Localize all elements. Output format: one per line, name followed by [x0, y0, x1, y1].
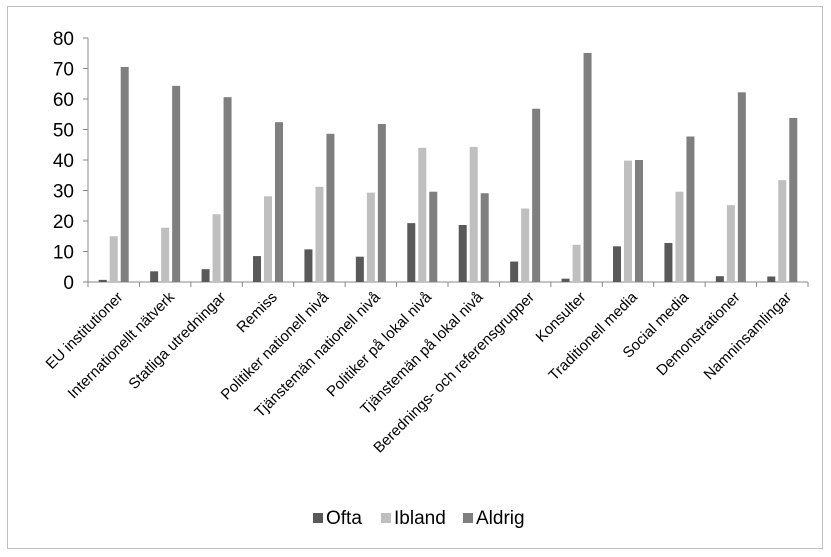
bar-ofta [201, 269, 210, 282]
bar-ibland [624, 160, 632, 282]
legend-label-aldrig: Aldrig [476, 508, 525, 529]
bar-ofta [510, 261, 519, 282]
bar-ofta [664, 242, 673, 282]
y-tick-label: 20 [53, 212, 74, 233]
y-tick-label: 40 [53, 151, 74, 172]
bar-ofta [613, 246, 621, 282]
legend-label-ibland: Ibland [394, 508, 446, 529]
bar-ofta [150, 271, 159, 282]
bar-ibland [212, 214, 221, 282]
bar-ofta [767, 276, 776, 282]
x-category-label: Remiss [233, 289, 280, 336]
y-tick-label: 60 [53, 90, 74, 111]
bar-ofta [355, 256, 364, 282]
bar-aldrig [789, 117, 798, 282]
bar-aldrig [326, 133, 335, 282]
bar-ibland [161, 227, 170, 282]
legend-swatch-aldrig [463, 513, 473, 523]
bar-ofta [253, 256, 261, 282]
y-tick-label: 30 [53, 182, 74, 203]
x-category-label: Statliga utredningar [125, 289, 229, 393]
bar-aldrig [583, 52, 592, 282]
bar-ibland [315, 186, 324, 282]
bar-ibland [675, 191, 684, 282]
bar-ibland [418, 147, 427, 282]
bar-ibland [726, 205, 735, 282]
y-tick-label: 0 [63, 273, 74, 294]
bar-ofta [407, 223, 416, 282]
legend-swatch-ibland [381, 513, 391, 523]
bar-ibland [572, 244, 581, 282]
bar-aldrig [120, 66, 129, 282]
bar-ofta [458, 224, 467, 282]
legend: Ofta Ibland Aldrig [313, 508, 525, 529]
bar-aldrig [377, 124, 386, 282]
x-category-label: Traditionell media [545, 288, 641, 384]
y-tick-label: 50 [53, 121, 74, 142]
bar-ibland [366, 192, 375, 282]
bar-ofta [715, 276, 724, 282]
y-tick-label: 10 [53, 243, 74, 264]
axes [87, 38, 809, 287]
bar-ibland [521, 208, 530, 282]
x-category-label: Namninsamlingar [701, 289, 796, 384]
y-tick-label: 70 [53, 60, 74, 81]
bar-aldrig [429, 191, 438, 282]
bar-chart: 0 10 20 30 40 50 60 70 80 EU institutionerIntern… [43, 29, 809, 529]
bar-ibland [778, 180, 787, 282]
bar-ofta [561, 278, 570, 282]
bar-aldrig [686, 136, 695, 282]
bar-ofta [98, 279, 107, 282]
bar-aldrig [172, 85, 181, 282]
bar-aldrig [635, 160, 643, 282]
legend-swatch-ofta [313, 513, 323, 523]
bar-aldrig [737, 92, 746, 282]
bar-aldrig [223, 97, 232, 282]
bar-ofta [304, 249, 313, 282]
bar-aldrig [480, 193, 489, 282]
bar-ibland [264, 196, 272, 282]
bars [98, 52, 798, 283]
bar-ibland [469, 146, 478, 282]
bar-ibland [109, 236, 118, 282]
y-axis-ticks: 0 10 20 30 40 50 60 70 80 [53, 29, 88, 294]
legend-label-ofta: Ofta [326, 508, 362, 529]
chart-frame: 0 10 20 30 40 50 60 70 80 EU institutioner Intern… [7, 6, 823, 549]
bar-aldrig [275, 122, 283, 283]
bar-aldrig [532, 108, 541, 282]
y-tick-label: 80 [53, 29, 74, 50]
